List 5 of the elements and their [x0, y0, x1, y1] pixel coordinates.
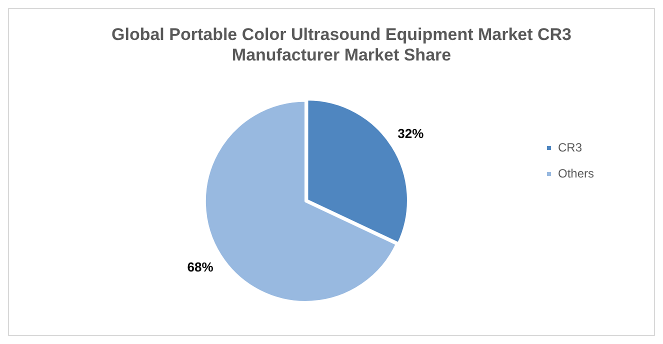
legend-label: Others [558, 166, 594, 180]
chart-title: Global Portable Color Ultrasound Equipment Market CR3 Manufacturer Market Share [112, 24, 572, 64]
legend-label: CR3 [558, 140, 582, 154]
data-label: 68% [187, 260, 214, 275]
data-label: 32% [398, 126, 424, 142]
